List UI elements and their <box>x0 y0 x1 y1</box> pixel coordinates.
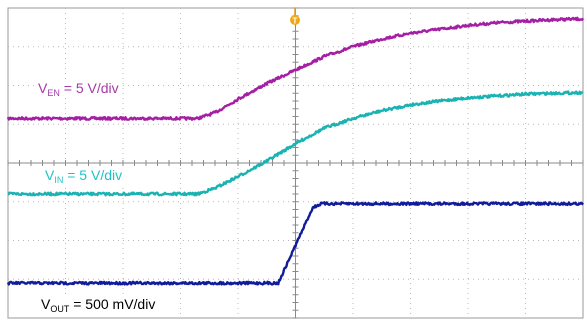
trace-in <box>7 90 584 197</box>
grid <box>7 7 584 319</box>
series-label-en-sub: EN <box>47 88 60 98</box>
series-label-out-sub: OUT <box>50 304 70 314</box>
series-label-en-rest: = 5 V/div <box>59 80 119 96</box>
trace-en <box>6 16 585 121</box>
series-label-out: VOUT = 500 mV/div <box>38 296 159 314</box>
series-label-in: VIN = 5 V/div <box>42 167 126 185</box>
trigger-marker: T <box>290 8 300 26</box>
waveform-traces <box>6 16 585 286</box>
series-label-in-sub: IN <box>54 175 64 185</box>
series-label-out-rest: = 500 mV/div <box>69 296 156 312</box>
series-label-in-rest: = 5 V/div <box>63 167 123 183</box>
trigger-marker-label: T <box>293 17 298 26</box>
trace-out <box>6 201 584 286</box>
series-label-en: VEN = 5 V/div <box>35 80 122 98</box>
series-label-out-main: V <box>41 296 51 312</box>
series-label-in-main: V <box>45 167 55 183</box>
series-label-en-main: V <box>38 80 48 96</box>
